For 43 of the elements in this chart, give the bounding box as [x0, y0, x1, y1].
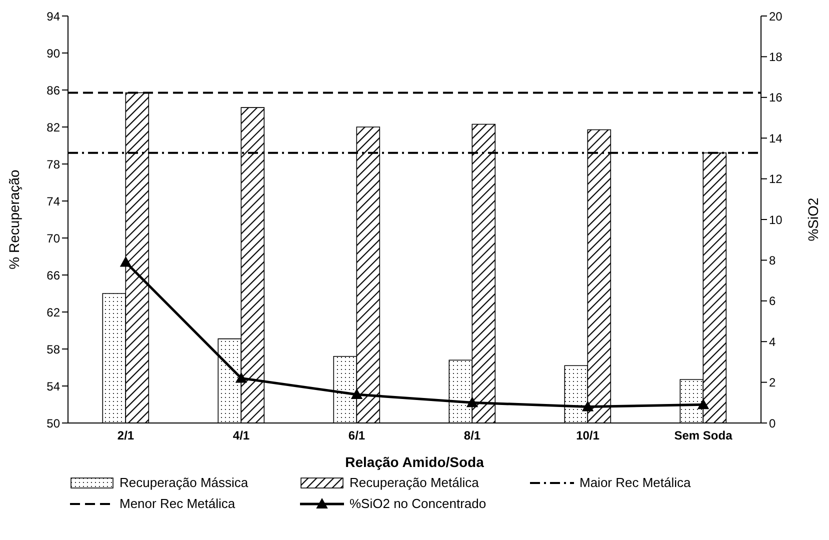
y2-tick-label: 8: [769, 253, 776, 268]
point: [582, 401, 594, 412]
y2-tick-label: 20: [769, 9, 783, 24]
y-tick-label: 66: [46, 268, 60, 282]
x-axis-title: Relação Amido/Soda: [345, 454, 484, 470]
y-tick-label: 74: [46, 194, 60, 208]
point: [466, 397, 478, 408]
y-tick-label: 58: [46, 342, 60, 356]
y-tick-label: 50: [46, 416, 60, 430]
legend-label: Recuperação Metálica: [350, 475, 479, 490]
y-axis-title: % Recuperação: [6, 169, 22, 270]
x-tick-label: 6/1: [348, 428, 366, 443]
y2-tick-label: 12: [769, 172, 783, 186]
y2-tick-label: 2: [769, 376, 776, 390]
x-tick-label: 8/1: [464, 428, 481, 443]
point: [236, 372, 247, 383]
point: [698, 399, 709, 410]
y-tick-label: 54: [46, 379, 60, 394]
point: [120, 256, 132, 267]
x-tick-label: 2/1: [117, 428, 134, 443]
y-tick-label: 78: [46, 157, 60, 172]
x-tick-label: 4/1: [232, 428, 250, 443]
y-tick-label: 86: [46, 83, 60, 98]
legend-label: %SiO2 no Concentrado: [350, 496, 486, 511]
y-tick-label: 70: [46, 231, 60, 246]
legend-label: Menor Rec Metálica: [120, 496, 236, 511]
y2-tick-label: 18: [769, 50, 783, 64]
y-tick-label: 90: [46, 46, 60, 60]
y-tick-label: 94: [46, 9, 60, 24]
y-tick-label: 62: [46, 305, 60, 320]
y2-tick-label: 4: [769, 334, 776, 349]
y2-tick-label: 0: [769, 416, 776, 430]
x-tick-label: 10/1: [576, 428, 600, 443]
y-tick-label: 82: [46, 120, 60, 134]
y2-tick-label: 6: [769, 294, 776, 308]
x-tick-label: Sem Soda: [674, 428, 733, 443]
legend-label: Recuperação Mássica: [120, 475, 248, 490]
y2-axis-title: %SiO2: [804, 198, 821, 242]
y2-tick-label: 10: [769, 212, 783, 227]
y2-tick-label: 14: [769, 131, 783, 146]
point: [351, 389, 362, 400]
legend-label: Maior Rec Metálica: [580, 475, 691, 490]
y2-tick-label: 16: [769, 90, 783, 105]
